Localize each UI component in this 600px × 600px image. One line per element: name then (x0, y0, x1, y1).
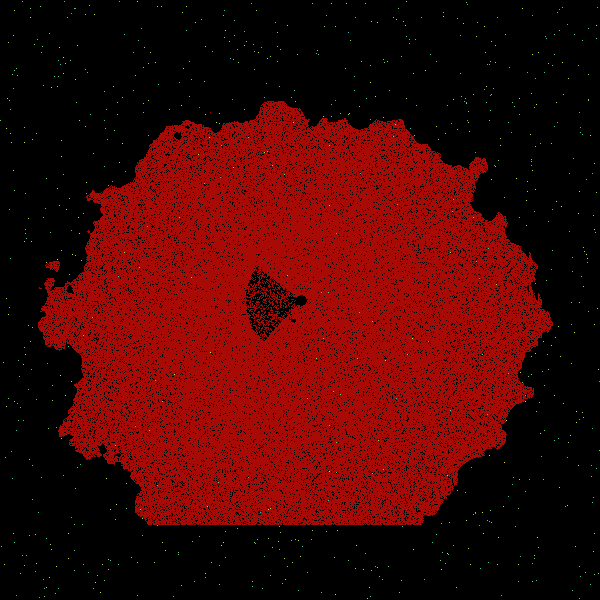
radar-reflectivity-canvas (0, 0, 600, 600)
radar-display: Weather Radar Reflectivity PPI dBZ radar… (0, 0, 600, 600)
